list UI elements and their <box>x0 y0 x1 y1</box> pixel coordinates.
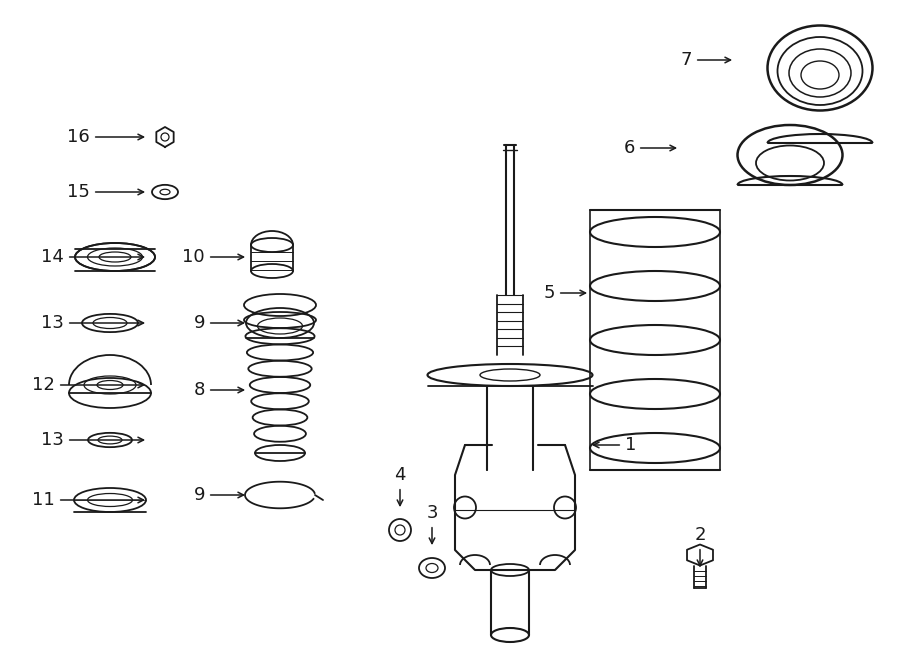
Text: 5: 5 <box>544 284 586 302</box>
Text: 7: 7 <box>680 51 731 69</box>
Text: 11: 11 <box>32 491 143 509</box>
Text: 9: 9 <box>194 314 244 332</box>
Text: 6: 6 <box>624 139 676 157</box>
Text: 9: 9 <box>194 486 244 504</box>
Text: 4: 4 <box>394 466 406 506</box>
Text: 12: 12 <box>32 376 143 394</box>
Text: 15: 15 <box>68 183 143 201</box>
Text: 2: 2 <box>694 526 706 566</box>
Text: 13: 13 <box>41 431 143 449</box>
Text: 16: 16 <box>68 128 143 146</box>
Text: 13: 13 <box>41 314 143 332</box>
Text: 10: 10 <box>183 248 244 266</box>
Text: 8: 8 <box>194 381 244 399</box>
Text: 1: 1 <box>593 436 636 454</box>
Text: 14: 14 <box>41 248 143 266</box>
Text: 3: 3 <box>427 504 437 543</box>
